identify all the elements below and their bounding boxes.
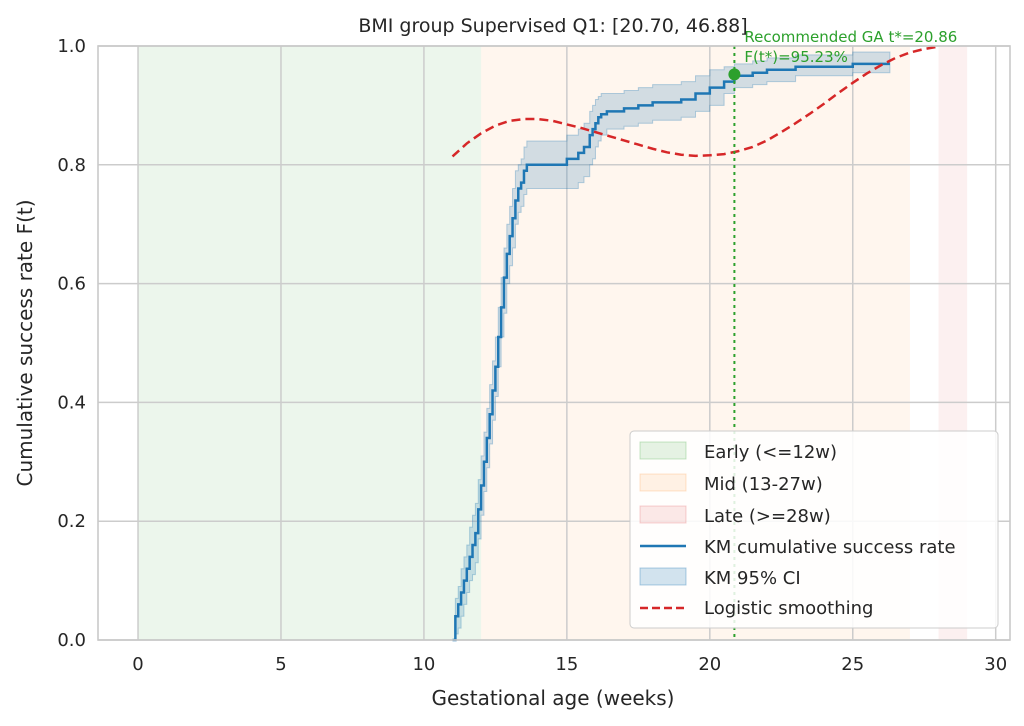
legend-label-logistic: Logistic smoothing bbox=[704, 598, 873, 619]
x-tick-label: 20 bbox=[698, 654, 721, 675]
y-axis-ticks: 0.0 0.2 0.4 0.6 0.8 1.0 bbox=[57, 36, 86, 651]
x-tick-label: 5 bbox=[275, 654, 286, 675]
x-axis-ticks: 0 5 10 15 20 25 30 bbox=[132, 654, 1007, 675]
legend: Early (<=12w) Mid (13-27w) Late (>=28w) … bbox=[629, 430, 999, 629]
x-tick-label: 25 bbox=[841, 654, 864, 675]
y-tick-label: 0.6 bbox=[57, 274, 86, 295]
legend-swatch-mid bbox=[639, 473, 687, 492]
x-tick-label: 30 bbox=[984, 654, 1007, 675]
y-tick-label: 1.0 bbox=[57, 36, 86, 57]
x-tick-label: 10 bbox=[412, 654, 435, 675]
recommendation-label-ft: F(t*)=95.23% bbox=[744, 48, 847, 66]
logistic-smoothing-line bbox=[451, 45, 939, 158]
y-tick-label: 0.0 bbox=[57, 630, 86, 651]
legend-label-ci: KM 95% CI bbox=[704, 568, 801, 589]
chart-title: BMI group Supervised Q1: [20.70, 46.88] bbox=[358, 15, 747, 37]
x-tick-label: 15 bbox=[555, 654, 578, 675]
y-tick-label: 0.8 bbox=[57, 155, 86, 176]
recommended-point bbox=[728, 68, 741, 81]
legend-swatch-late bbox=[639, 505, 687, 524]
y-tick-label: 0.4 bbox=[57, 392, 86, 413]
y-tick-label: 0.2 bbox=[57, 511, 86, 532]
x-tick-label: 0 bbox=[132, 654, 143, 675]
legend-swatch-ci bbox=[639, 567, 687, 586]
legend-label-late: Late (>=28w) bbox=[704, 506, 831, 527]
km-step-line bbox=[452, 62, 890, 642]
series-layer bbox=[451, 45, 939, 642]
legend-label-mid: Mid (13-27w) bbox=[704, 474, 823, 495]
y-axis-label: Cumulative success rate F(t) bbox=[13, 199, 37, 486]
annotations-layer: Recommended GA t*=20.86 F(t*)=95.23% bbox=[744, 28, 957, 66]
plot-frame bbox=[97, 45, 1011, 641]
x-axis-label: Gestational age (weeks) bbox=[432, 686, 675, 710]
legend-label-early: Early (<=12w) bbox=[704, 442, 837, 463]
legend-swatch-early bbox=[639, 441, 687, 460]
recommendation-label-ga: Recommended GA t*=20.86 bbox=[744, 28, 957, 46]
region-early bbox=[138, 46, 482, 640]
legend-label-km: KM cumulative success rate bbox=[704, 537, 956, 558]
legend-box bbox=[629, 430, 999, 629]
